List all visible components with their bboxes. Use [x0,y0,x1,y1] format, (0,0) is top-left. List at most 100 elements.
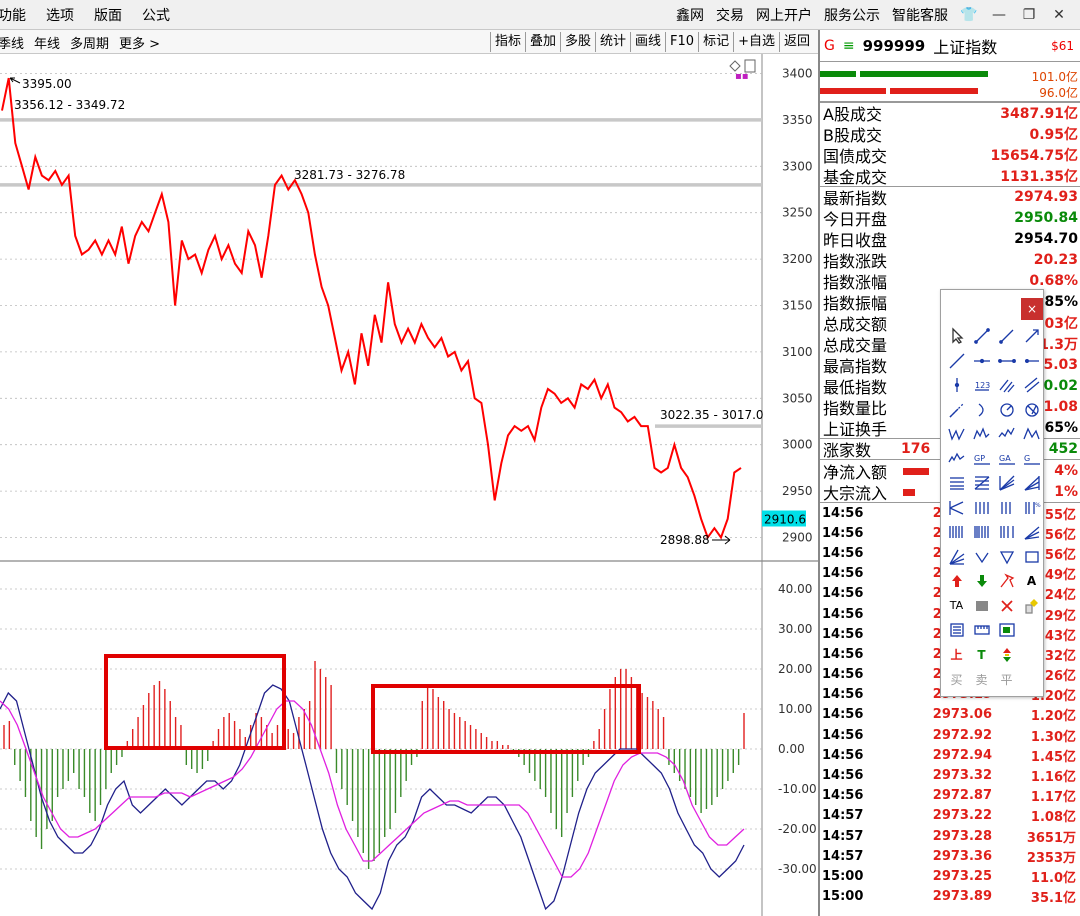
dense-lines-icon[interactable] [969,520,994,545]
gp-icon[interactable]: GP [969,447,994,472]
channel-icon[interactable] [1019,373,1044,398]
fan-lines-icon[interactable] [1019,520,1044,545]
add-watchlist-button[interactable]: +自选 [733,32,779,52]
rectangle-icon[interactable] [1019,545,1044,570]
ruler-icon[interactable] [969,618,994,643]
menu-item-xinwang[interactable]: 鑫网 [676,8,704,24]
menu-item-open-account[interactable]: 网上开户 [756,8,812,24]
back-button[interactable]: 返回 [778,32,814,52]
overlay-button[interactable]: 叠加 [524,32,560,52]
skin-shirt-icon[interactable]: 👕 [960,7,978,23]
flag-icon[interactable] [994,569,1019,594]
statistics-button[interactable]: 统计 [595,32,631,52]
arc-icon[interactable] [969,398,994,423]
ga-icon[interactable]: GA [994,447,1019,472]
tick-time: 14:56 [822,747,864,763]
notes-icon[interactable] [944,618,969,643]
time-cycle-icon[interactable] [944,496,969,521]
red-bar-long [890,88,978,94]
down-arrow-icon[interactable] [969,569,994,594]
picture-icon[interactable] [994,618,1019,643]
svg-text:%: % [1035,502,1041,509]
mark-button[interactable]: 标记 [698,32,734,52]
cursor-icon[interactable] [944,324,969,349]
gann-lines-icon[interactable] [994,496,1019,521]
menu-item-options[interactable]: 选项 [46,8,74,24]
fib-fan-icon[interactable] [994,471,1019,496]
minimize-icon[interactable]: — [992,7,1006,23]
flat-icon[interactable]: 平 [1000,672,1013,687]
speed-lines-icon[interactable] [1019,471,1044,496]
menu-bar: 功能 选项 版面 公式 鑫网 交易 网上开户 服务公示 智能客服 👕 — ❐ ✕ [0,0,1080,30]
menu-item-layout[interactable]: 版面 [94,8,122,24]
tab-yearly[interactable]: 年线 [34,36,61,52]
w-pattern-icon[interactable] [944,422,969,447]
wave-icon[interactable] [994,422,1019,447]
tab-multi-period[interactable]: 多周期 [70,36,110,52]
period-lines-icon[interactable] [969,496,994,521]
wave5-icon[interactable] [944,447,969,472]
draw-line-button[interactable]: 画线 [630,32,666,52]
delete-icon[interactable] [994,594,1019,619]
price-tick-label: 3350 [782,113,813,127]
tick-price: 2972.92 [932,727,992,743]
circle-icon[interactable] [994,398,1019,423]
price-chart[interactable]: 3395.00 3356.12 - 3349.72 3281.73 - 3276.7… [0,59,764,547]
tick-price: 2973.36 [932,848,992,864]
multi-lines-icon[interactable] [994,520,1019,545]
menu-item-function[interactable]: 功能 [0,8,26,24]
parallel-lines-icon[interactable] [994,373,1019,398]
multi-stock-button[interactable]: 多股 [559,32,595,52]
menu-item-service-notice[interactable]: 服务公示 [824,8,880,24]
straight-line-icon[interactable] [944,349,969,374]
menu-item-smart-service[interactable]: 智能客服 [892,8,948,24]
gx-icon[interactable]: G [1019,447,1044,472]
close-icon[interactable]: ✕ [1053,7,1065,23]
down-mark-icon[interactable]: T [977,647,986,662]
fib-levels-icon[interactable] [944,471,969,496]
highlight-box-2 [371,684,641,754]
restore-icon[interactable]: ❐ [1022,7,1036,23]
vertical-lines-icon[interactable] [944,520,969,545]
quote-tag: $61 [1051,39,1074,53]
fib-timezone-icon[interactable]: % [1019,496,1044,521]
arrow-line-icon[interactable] [1019,324,1044,349]
menu-item-trade[interactable]: 交易 [716,8,744,24]
macd-tick-label: 40.00 [778,582,812,596]
price-label-icon[interactable]: 123 [969,373,994,398]
quote-row-label: 最新指数 [823,189,888,208]
tab-quarterly[interactable]: 季线 [0,36,25,52]
m-pattern-icon[interactable] [969,422,994,447]
macd-chart[interactable] [0,654,745,911]
main-menu: 功能 选项 版面 公式 [0,0,190,30]
text-icon[interactable]: A [1026,574,1037,589]
sell-icon[interactable]: 卖 [975,672,988,687]
gann-fan-icon[interactable] [944,545,969,570]
line-segment-icon[interactable] [969,324,994,349]
palette-close-button[interactable]: × [1021,298,1043,320]
fib-retrace-icon[interactable] [969,471,994,496]
horizontal-segment-icon[interactable] [994,349,1019,374]
kline-chart[interactable]: 3395.00 3356.12 - 3349.72 3281.73 - 3276.7… [0,54,818,916]
triangle-icon[interactable] [994,545,1019,570]
buy-icon[interactable]: 买 [950,672,963,687]
tab-more[interactable]: 更多 > [119,36,161,52]
indicator-button[interactable]: 指标 [489,32,525,52]
eraser-icon[interactable] [1019,594,1044,619]
f10-button[interactable]: F10 [665,32,699,52]
circle-cross-icon[interactable] [1019,398,1044,423]
zigzag-icon[interactable] [1019,422,1044,447]
up-mark-icon[interactable]: 上 [950,648,963,663]
horizontal-line-icon[interactable] [969,349,994,374]
menu-item-formula[interactable]: 公式 [142,8,170,24]
multi-mark-icon[interactable] [994,643,1019,668]
shade-rect-icon[interactable] [969,594,994,619]
angle-line-icon[interactable] [944,398,969,423]
up-arrow-icon[interactable] [944,569,969,594]
ray-icon[interactable] [994,324,1019,349]
horizontal-ray-icon[interactable] [1019,349,1044,374]
vertical-line-icon[interactable] [944,373,969,398]
menu-icon[interactable]: ≡ [842,37,855,54]
text-box-icon[interactable]: TA [949,599,964,613]
down-arrow-outline-icon[interactable] [969,545,994,570]
